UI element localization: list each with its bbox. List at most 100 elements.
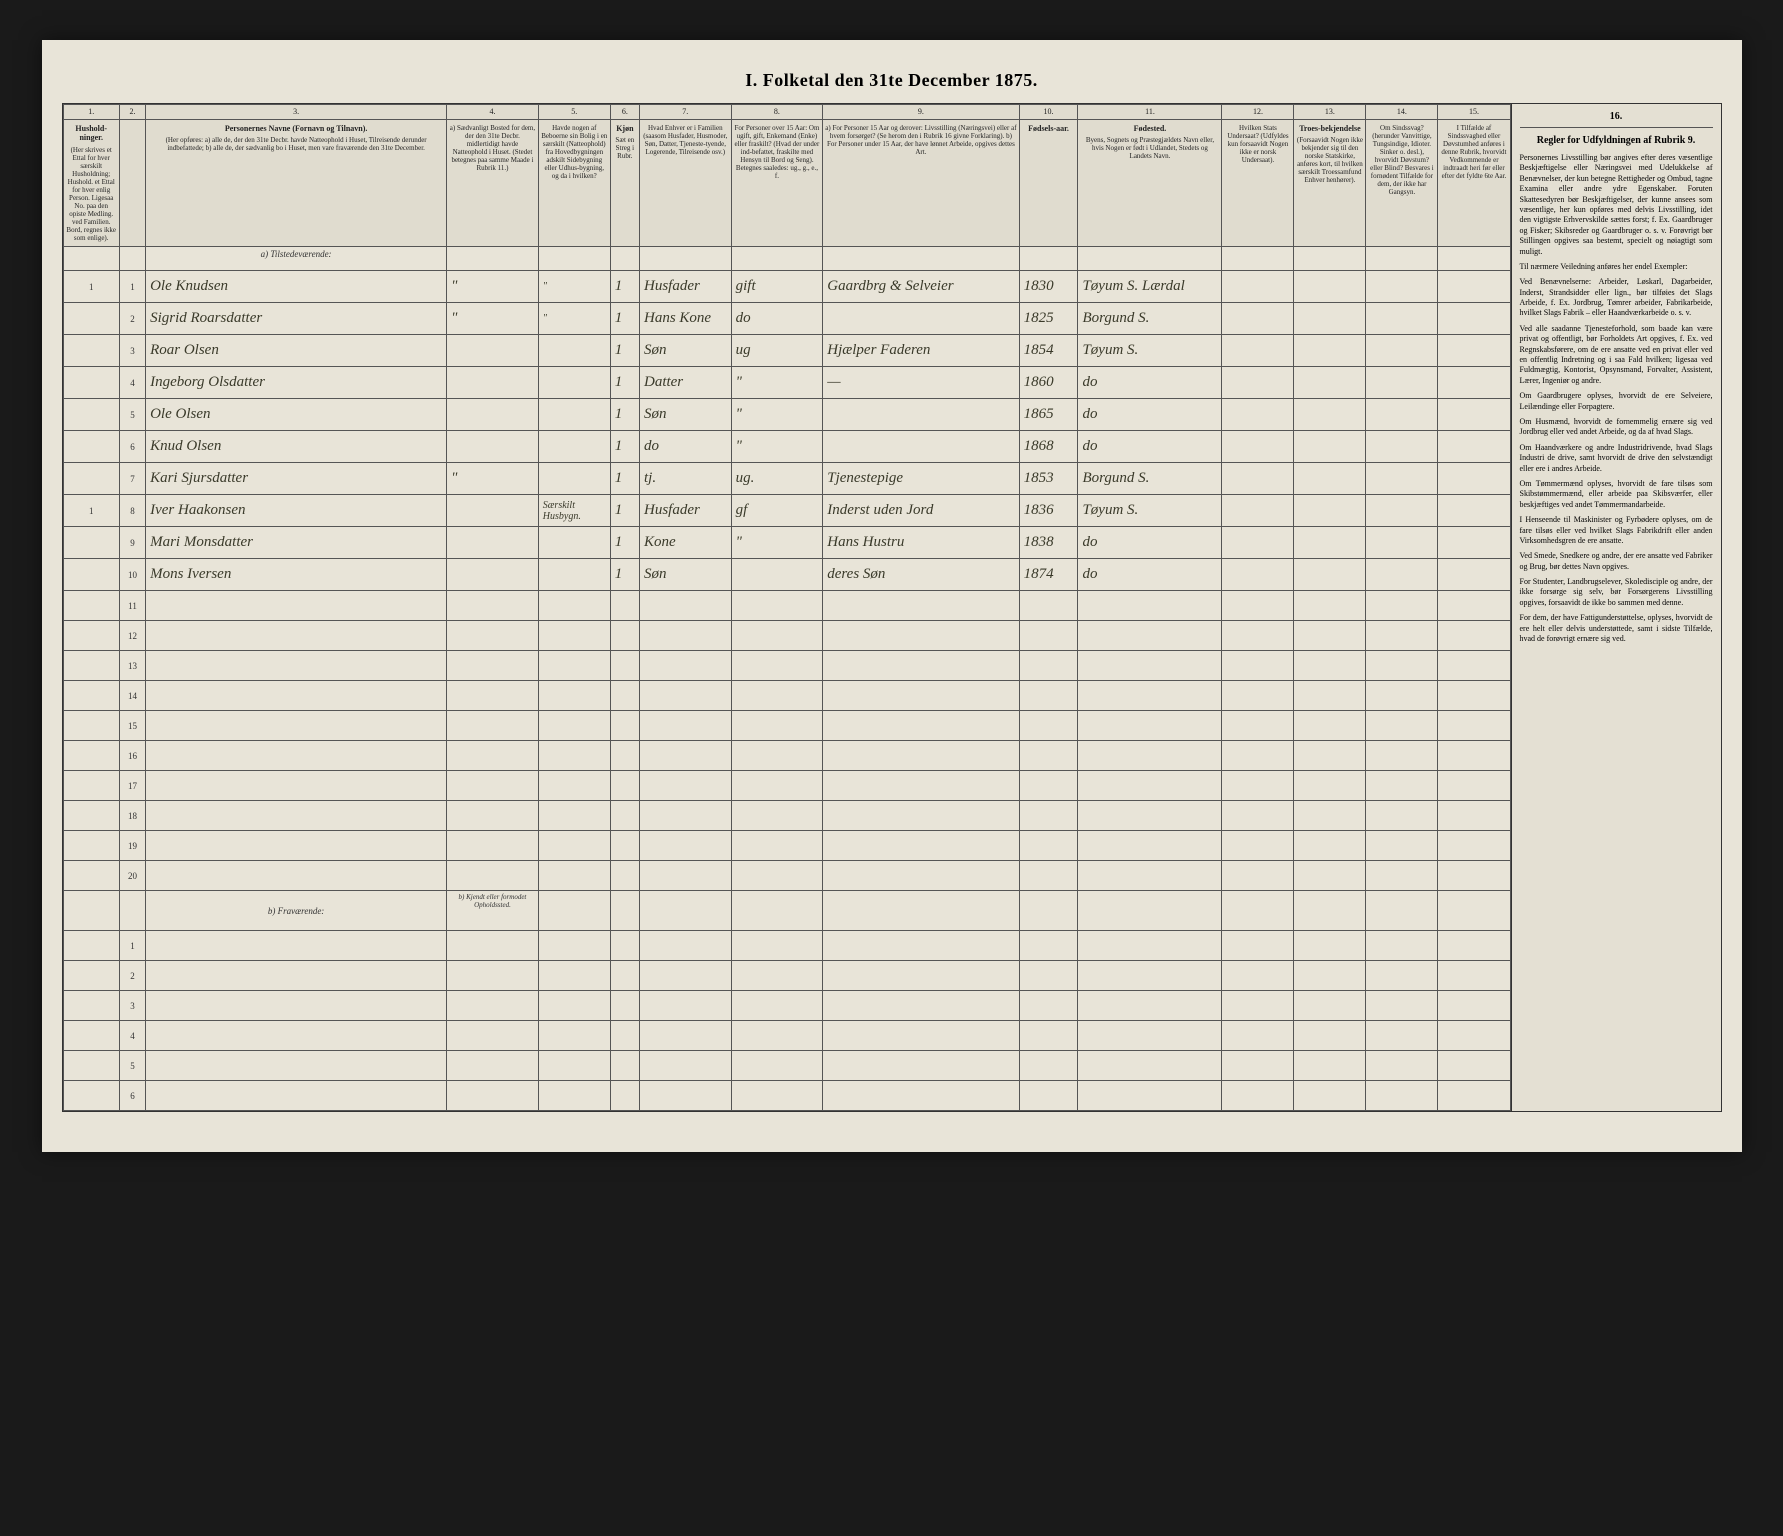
occupation: — xyxy=(823,367,1019,399)
occupation: Inderst uden Jord xyxy=(823,495,1019,527)
empty-row: 17 xyxy=(63,771,1510,801)
status: do xyxy=(731,303,823,335)
colnum-7: 7. xyxy=(639,105,731,120)
c6: 1 xyxy=(610,463,639,495)
birthplace: do xyxy=(1078,559,1222,591)
birthplace: Tøyum S. xyxy=(1078,335,1222,367)
section-b-label: b) Fraværende: xyxy=(146,891,447,931)
person-name: Mari Monsdatter xyxy=(146,527,447,559)
colnum-5: 5. xyxy=(538,105,610,120)
birthplace: Borgund S. xyxy=(1078,463,1222,495)
colnum-9: 9. xyxy=(823,105,1019,120)
status: ug xyxy=(731,335,823,367)
ledger-container: 1. 2. 3. 4. 5. 6. 7. 8. 9. 10. 11. 12. 1… xyxy=(62,103,1722,1112)
c6: 1 xyxy=(610,335,639,367)
occupation: Tjenestepige xyxy=(823,463,1019,495)
empty-row-b: 1 xyxy=(63,931,1510,961)
c5 xyxy=(538,559,610,591)
page-title: I. Folketal den 31te December 1875. xyxy=(62,70,1722,91)
c6: 1 xyxy=(610,367,639,399)
status: " xyxy=(731,399,823,431)
empty-row: 16 xyxy=(63,741,1510,771)
census-page: I. Folketal den 31te December 1875. 1. 2… xyxy=(42,40,1742,1152)
relation: Søn xyxy=(639,559,731,591)
relation: Søn xyxy=(639,399,731,431)
year: 1874 xyxy=(1019,559,1078,591)
header-5: Havde nogen af Beboerne sin Bolig i en s… xyxy=(538,119,610,247)
rules-panel: 16. Regler for Udfyldningen af Rubrik 9.… xyxy=(1511,104,1721,1111)
empty-row-b: 5 xyxy=(63,1051,1510,1081)
section-b-note: b) Kjendt eller formodet Opholdssted. xyxy=(447,891,539,931)
year: 1854 xyxy=(1019,335,1078,367)
header-9: a) For Personer 15 Aar og derover: Livss… xyxy=(823,119,1019,247)
row-num: 8 xyxy=(119,495,145,527)
status xyxy=(731,559,823,591)
c4 xyxy=(447,527,539,559)
relation: Datter xyxy=(639,367,731,399)
occupation xyxy=(823,399,1019,431)
hh-num xyxy=(63,463,119,495)
status: " xyxy=(731,527,823,559)
rules-paragraph: Personernes Livsstilling bør angives eft… xyxy=(1520,153,1713,257)
person-name: Ole Olsen xyxy=(146,399,447,431)
row-num: 9 xyxy=(119,527,145,559)
c6: 1 xyxy=(610,303,639,335)
header-12: Hvilken Stats Undersaat? (Udfyldes kun f… xyxy=(1222,119,1294,247)
rules-paragraph: I Henseende til Maskinister og Fyrbødere… xyxy=(1520,515,1713,546)
c6: 1 xyxy=(610,431,639,463)
hh-num xyxy=(63,527,119,559)
c5: " xyxy=(538,303,610,335)
occupation: Hans Hustru xyxy=(823,527,1019,559)
empty-row-b: 3 xyxy=(63,991,1510,1021)
colnum-4: 4. xyxy=(447,105,539,120)
empty-row-b: 6 xyxy=(63,1081,1510,1111)
rules-paragraph: For Studenter, Landbrugselever, Skoledis… xyxy=(1520,577,1713,608)
relation: Husfader xyxy=(639,271,731,303)
header-8: For Personer over 15 Aar: Om ugift, gift… xyxy=(731,119,823,247)
c4 xyxy=(447,367,539,399)
occupation: deres Søn xyxy=(823,559,1019,591)
header-13: Troes-bekjendelse(Forsaavidt Nogen ikke … xyxy=(1294,119,1366,247)
hh-num: 1 xyxy=(63,271,119,303)
colnum-12: 12. xyxy=(1222,105,1294,120)
relation: tj. xyxy=(639,463,731,495)
birthplace: do xyxy=(1078,367,1222,399)
birthplace: do xyxy=(1078,527,1222,559)
table-row: 9Mari Monsdatter1Kone"Hans Hustru1838do xyxy=(63,527,1510,559)
empty-row: 13 xyxy=(63,651,1510,681)
hh-num xyxy=(63,431,119,463)
c6: 1 xyxy=(610,495,639,527)
rules-paragraph: Ved alle saadanne Tjenesteforhold, som b… xyxy=(1520,324,1713,386)
birthplace: Tøyum S. Lærdal xyxy=(1078,271,1222,303)
rules-paragraph: Om Husmænd, hvorvidt de fornemmelig ernæ… xyxy=(1520,417,1713,438)
header-15: I Tilfælde af Sindssvaghed eller Døvstum… xyxy=(1438,119,1510,247)
person-name: Iver Haakonsen xyxy=(146,495,447,527)
table-row: 18Iver HaakonsenSærskilt Husbygn.1Husfad… xyxy=(63,495,1510,527)
occupation xyxy=(823,303,1019,335)
year: 1868 xyxy=(1019,431,1078,463)
c6: 1 xyxy=(610,527,639,559)
c4 xyxy=(447,495,539,527)
birthplace: do xyxy=(1078,431,1222,463)
colnum-10: 10. xyxy=(1019,105,1078,120)
header-4: a) Sædvanligt Bosted for dem, der den 31… xyxy=(447,119,539,247)
c5 xyxy=(538,431,610,463)
c4: " xyxy=(447,303,539,335)
colnum-1: 1. xyxy=(63,105,119,120)
side-title: Regler for Udfyldningen af Rubrik 9. xyxy=(1520,134,1713,147)
row-num: 5 xyxy=(119,399,145,431)
table-row: 2Sigrid Roarsdatter""1Hans Konedo1825Bor… xyxy=(63,303,1510,335)
colnum-8: 8. xyxy=(731,105,823,120)
section-b-row: b) Fraværende:b) Kjendt eller formodet O… xyxy=(63,891,1510,931)
status: gift xyxy=(731,271,823,303)
hh-num xyxy=(63,335,119,367)
c5 xyxy=(538,463,610,495)
row-num: 3 xyxy=(119,335,145,367)
colnum-11: 11. xyxy=(1078,105,1222,120)
person-name: Ole Knudsen xyxy=(146,271,447,303)
c4: " xyxy=(447,463,539,495)
c4 xyxy=(447,335,539,367)
row-num: 10 xyxy=(119,559,145,591)
table-row: 4Ingeborg Olsdatter1Datter"—1860do xyxy=(63,367,1510,399)
rules-paragraph: Om Gaardbrugere oplyses, hvorvidt de ere… xyxy=(1520,391,1713,412)
